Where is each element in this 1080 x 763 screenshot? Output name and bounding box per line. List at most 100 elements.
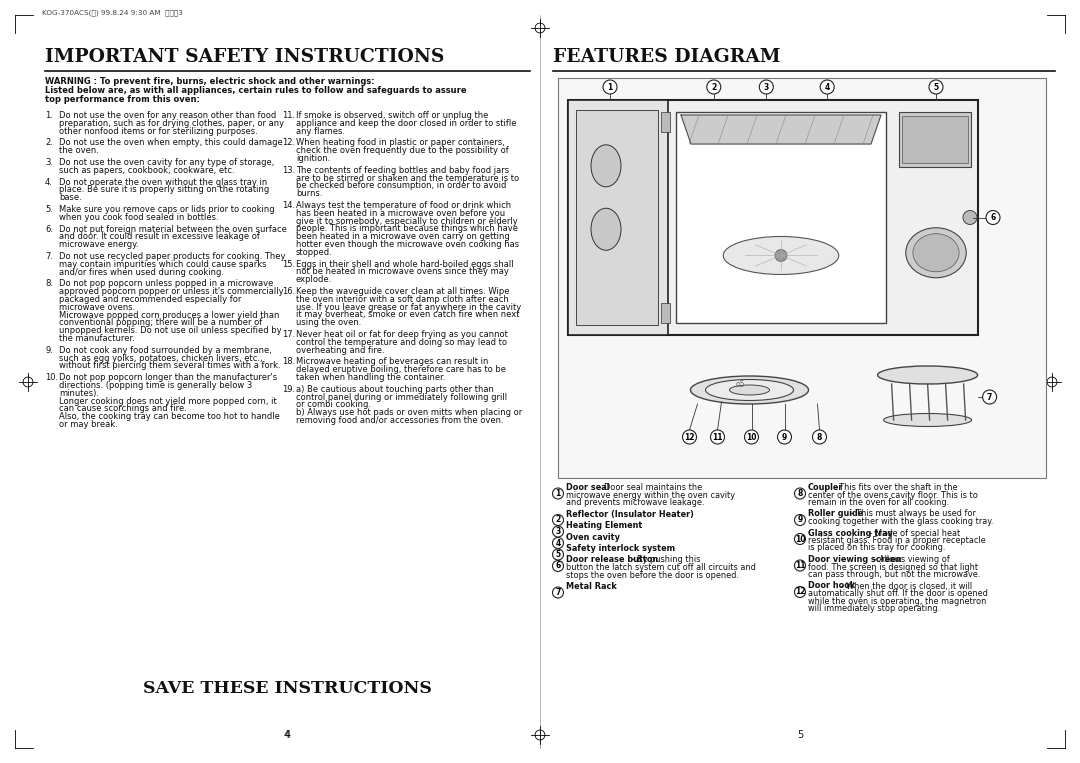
Text: Do not use the oven for any reason other than food: Do not use the oven for any reason other…: [59, 111, 276, 120]
Text: o5: o5: [735, 380, 745, 389]
Text: Always test the temperature of food or drink which: Always test the temperature of food or d…: [296, 201, 511, 210]
Text: IMPORTANT SAFETY INSTRUCTIONS: IMPORTANT SAFETY INSTRUCTIONS: [45, 48, 444, 66]
Text: hotter even though the microwave oven cooking has: hotter even though the microwave oven co…: [296, 240, 519, 249]
Text: 19.: 19.: [282, 385, 295, 394]
Text: the oven interior with a soft damp cloth after each: the oven interior with a soft damp cloth…: [296, 295, 509, 304]
Text: such as egg yolks, potatoes, chicken livers, etc.,: such as egg yolks, potatoes, chicken liv…: [59, 353, 262, 362]
Bar: [558, 78, 1047, 478]
Text: base.: base.: [59, 193, 82, 202]
Text: minutes).: minutes).: [59, 389, 99, 398]
Text: 9: 9: [782, 433, 787, 442]
Text: - This must always be used for: - This must always be used for: [848, 510, 975, 519]
Text: 7: 7: [987, 392, 993, 401]
Text: use. If you leave grease or fat anywhere in the cavity: use. If you leave grease or fat anywhere…: [296, 303, 522, 311]
Text: - When the door is closed, it will: - When the door is closed, it will: [838, 581, 972, 591]
Text: the manufacturer.: the manufacturer.: [59, 334, 135, 343]
Text: microwave ovens.: microwave ovens.: [59, 303, 135, 312]
Text: 8: 8: [797, 489, 802, 498]
Text: Do not operate the oven without the glass tray in: Do not operate the oven without the glas…: [59, 178, 267, 187]
Text: Roller guide: Roller guide: [808, 510, 863, 519]
Text: 10.: 10.: [45, 373, 58, 382]
Text: Also, the cooking tray can become too hot to handle: Also, the cooking tray can become too ho…: [59, 412, 280, 421]
Text: 1: 1: [555, 489, 561, 498]
Text: burns.: burns.: [296, 189, 323, 198]
Ellipse shape: [913, 233, 959, 272]
Text: 3.: 3.: [45, 158, 53, 167]
Circle shape: [553, 488, 564, 499]
Circle shape: [553, 526, 564, 537]
Bar: [902, 116, 968, 163]
Text: 3: 3: [555, 527, 561, 536]
Text: the oven.: the oven.: [59, 146, 99, 155]
Text: 6.: 6.: [45, 224, 53, 233]
Bar: [661, 303, 670, 323]
Text: removing food and/or accessories from the oven.: removing food and/or accessories from th…: [296, 416, 503, 425]
Text: microwave energy.: microwave energy.: [59, 240, 138, 250]
Text: 4: 4: [284, 730, 291, 740]
Text: Do not use the oven cavity for any type of storage,: Do not use the oven cavity for any type …: [59, 158, 274, 167]
Circle shape: [553, 514, 564, 526]
Text: 16.: 16.: [282, 287, 295, 296]
Text: 7: 7: [555, 588, 561, 597]
Text: be checked before consumption, in order to avoid: be checked before consumption, in order …: [296, 182, 507, 191]
Text: stops the oven before the door is opened.: stops the oven before the door is opened…: [566, 571, 739, 580]
Text: and/or fires when used during cooking.: and/or fires when used during cooking.: [59, 268, 224, 277]
Bar: [568, 100, 978, 335]
Text: SAVE THESE INSTRUCTIONS: SAVE THESE INSTRUCTIONS: [143, 680, 432, 697]
Text: preparation, such as for drying clothes, paper, or any: preparation, such as for drying clothes,…: [59, 119, 284, 127]
Text: WARNING : To prevent fire, burns, electric shock and other warnings:: WARNING : To prevent fire, burns, electr…: [45, 77, 375, 86]
Text: 4: 4: [284, 730, 291, 740]
Text: button the latch system cut off all circuits and: button the latch system cut off all circ…: [566, 563, 756, 572]
Text: 14.: 14.: [282, 201, 295, 210]
Ellipse shape: [591, 208, 621, 250]
Circle shape: [963, 211, 977, 224]
Text: 2.: 2.: [45, 138, 53, 147]
Text: has been heated in a microwave oven before you: has been heated in a microwave oven befo…: [296, 209, 505, 217]
Ellipse shape: [883, 414, 972, 427]
Text: appliance and keep the door closed in order to stifle: appliance and keep the door closed in or…: [296, 119, 516, 127]
Text: 4: 4: [824, 82, 829, 92]
Text: 5: 5: [933, 82, 939, 92]
Text: - Allows viewing of: - Allows viewing of: [870, 555, 949, 564]
Text: and prevents microwave leakage.: and prevents microwave leakage.: [566, 498, 704, 507]
Circle shape: [983, 390, 997, 404]
Text: can pass through, but not the microwave.: can pass through, but not the microwave.: [808, 570, 981, 579]
Text: - By pushing this: - By pushing this: [629, 555, 700, 565]
Text: Door seal: Door seal: [566, 483, 609, 492]
Text: 5: 5: [555, 550, 561, 559]
Text: such as papers, cookbook, cookware, etc.: such as papers, cookbook, cookware, etc.: [59, 166, 234, 175]
Text: top performance from this oven:: top performance from this oven:: [45, 95, 200, 104]
Bar: [899, 112, 971, 167]
Circle shape: [603, 80, 617, 94]
Text: microwave energy within the oven cavity: microwave energy within the oven cavity: [566, 491, 735, 500]
Text: Safety interlock system: Safety interlock system: [566, 544, 675, 553]
Text: remain in the oven for all cooking.: remain in the oven for all cooking.: [808, 498, 949, 507]
Circle shape: [553, 549, 564, 560]
Text: 12.: 12.: [282, 138, 295, 147]
Circle shape: [795, 587, 806, 597]
Text: 10: 10: [795, 535, 806, 543]
Ellipse shape: [724, 237, 839, 275]
Text: unpopped kernels. Do not use oil unless specified by: unpopped kernels. Do not use oil unless …: [59, 327, 282, 335]
Text: 7.: 7.: [45, 252, 53, 261]
Text: Glass cooking tray: Glass cooking tray: [808, 529, 893, 537]
Text: 5: 5: [797, 730, 804, 740]
Circle shape: [795, 514, 806, 526]
Text: If smoke is observed, switch off or unplug the: If smoke is observed, switch off or unpl…: [296, 111, 488, 120]
Circle shape: [812, 430, 826, 444]
Circle shape: [986, 211, 1000, 224]
Circle shape: [795, 488, 806, 499]
Text: Keep the waveguide cover clean at all times. Wipe: Keep the waveguide cover clean at all ti…: [296, 287, 510, 296]
Text: FEATURES DIAGRAM: FEATURES DIAGRAM: [553, 48, 781, 66]
Text: Coupler: Coupler: [808, 483, 843, 492]
Text: when you cook food sealed in bottles.: when you cook food sealed in bottles.: [59, 213, 218, 222]
Text: Do not put foreign material between the oven surface: Do not put foreign material between the …: [59, 224, 287, 233]
Text: 9.: 9.: [45, 346, 53, 355]
Text: center of the ovens cavity floor. This is to: center of the ovens cavity floor. This i…: [808, 491, 977, 500]
Text: 4.: 4.: [45, 178, 53, 187]
Text: conventional popping; there will be a number of: conventional popping; there will be a nu…: [59, 318, 262, 327]
Text: cooking together with the glass cooking tray.: cooking together with the glass cooking …: [808, 517, 994, 526]
Text: directions. (popping time is generally below 3: directions. (popping time is generally b…: [59, 381, 253, 390]
Text: ignition.: ignition.: [296, 154, 330, 163]
Text: 5.: 5.: [45, 205, 53, 214]
